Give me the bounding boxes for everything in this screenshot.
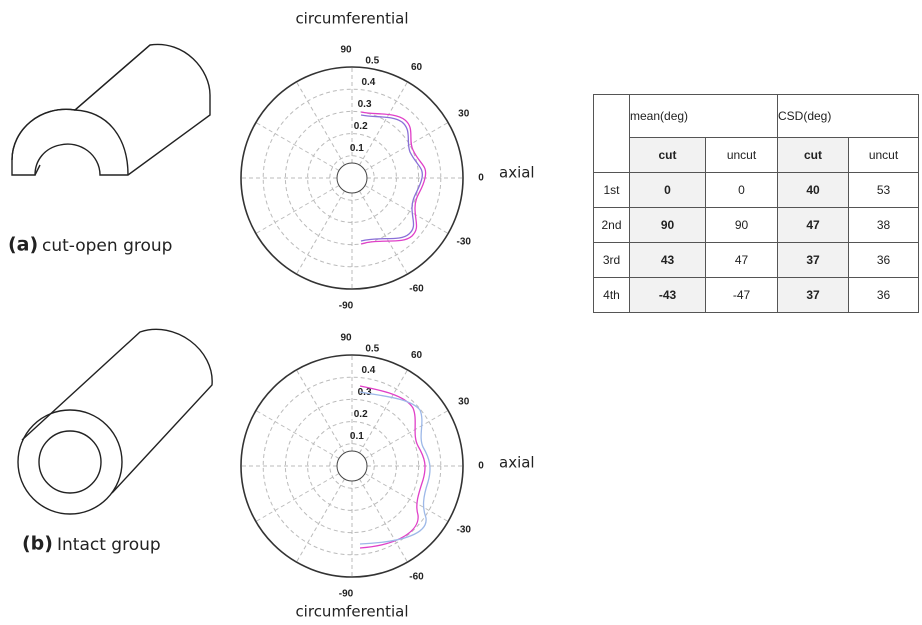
- angle-tick-label: -60: [409, 571, 424, 582]
- table-cell: 40: [777, 172, 849, 208]
- spoke: [364, 122, 449, 171]
- angle-tick-label: 90: [340, 45, 352, 56]
- spoke: [296, 190, 345, 275]
- axis-title: circumferential: [295, 603, 408, 621]
- corner-cell: [593, 94, 630, 173]
- table-row: 1st 0 0 40 53: [593, 172, 919, 208]
- table-cell: 43: [629, 242, 706, 278]
- table-body: 1st 0 0 40 53 2nd 90 90 47 38 3rd 43 47 37 36 4th -43 -47…: [593, 172, 919, 313]
- angle-tick-label: 60: [411, 62, 423, 73]
- table-cell: 36: [848, 277, 919, 313]
- radial-tick-label: 0.1: [350, 431, 364, 442]
- table-cell: 38: [848, 207, 919, 243]
- panel-label: (b): [22, 533, 53, 555]
- row-label: 3rd: [593, 242, 630, 278]
- panel-label: (a): [8, 234, 38, 256]
- table-cell: -43: [629, 277, 706, 313]
- group-header: CSD(deg): [777, 94, 919, 138]
- ring: [284, 110, 420, 246]
- table-cell: -47: [705, 277, 778, 313]
- table-row: 2nd 90 90 47 38: [593, 207, 919, 243]
- spoke: [359, 190, 408, 275]
- radial-tick-label: 0.3: [358, 99, 372, 110]
- subheader: uncut: [705, 137, 778, 173]
- center-ring: [336, 162, 368, 194]
- axis-title: axial: [499, 164, 535, 182]
- spoke: [364, 410, 449, 459]
- spoke: [255, 185, 340, 234]
- spoke: [296, 478, 345, 563]
- table-cell: 90: [629, 207, 706, 243]
- table-cell: 36: [848, 242, 919, 278]
- table-cell: 0: [629, 172, 706, 208]
- ring: [240, 354, 464, 578]
- ring: [307, 421, 397, 511]
- angle-tick-label: 60: [411, 350, 423, 361]
- table-cell: 0: [705, 172, 778, 208]
- row-label: 2nd: [593, 207, 630, 243]
- subheader: uncut: [848, 137, 919, 173]
- stats-table: mean(deg) CSD(deg) cut uncut cut uncut 1…: [593, 94, 919, 313]
- ring: [307, 133, 397, 223]
- angle-tick-label: 0: [478, 173, 484, 184]
- polar-grid: 0.1 0.2 0.3 0.4 0.5 90 60 30 0 -30 -60 -90: [240, 45, 484, 312]
- radial-tick-label: 0.4: [361, 77, 375, 88]
- angle-tick-label: 30: [458, 397, 470, 408]
- spoke: [364, 185, 449, 234]
- table-cell: 37: [777, 277, 849, 313]
- spoke: [255, 410, 340, 459]
- ring: [262, 376, 442, 556]
- ring: [329, 155, 375, 201]
- tube-drawing: [17, 328, 213, 515]
- angle-tick-label: -60: [409, 283, 424, 294]
- angle-tick-label: 30: [458, 109, 470, 120]
- table-row: 3rd 43 47 37 36: [593, 242, 919, 278]
- center-ring: [336, 450, 368, 482]
- spoke: [359, 81, 408, 166]
- table-cell: 90: [705, 207, 778, 243]
- radial-tick-label: 0.1: [350, 143, 364, 154]
- group-header: mean(deg): [629, 94, 778, 138]
- panel-caption: cut-open group: [42, 236, 172, 256]
- ring: [329, 443, 375, 489]
- table-cell: 47: [705, 242, 778, 278]
- table-row: 4th -43 -47 37 36: [593, 277, 919, 313]
- angle-tick-label: -30: [456, 237, 471, 248]
- axis-title: circumferential: [295, 10, 408, 28]
- table-cell: 47: [777, 207, 849, 243]
- radial-tick-label: 0.5: [365, 343, 379, 354]
- axis-title: axial: [499, 454, 535, 472]
- angle-tick-label: -90: [339, 589, 354, 600]
- subheader: cut: [777, 137, 849, 173]
- ring: [262, 88, 442, 268]
- spoke: [296, 369, 345, 454]
- angle-tick-label: 0: [478, 461, 484, 472]
- panel-caption: Intact group: [57, 535, 161, 555]
- spoke: [255, 122, 340, 171]
- ring: [240, 66, 464, 290]
- radial-tick-label: 0.2: [354, 121, 368, 132]
- radial-tick-label: 0.4: [361, 365, 375, 376]
- row-label: 4th: [593, 277, 630, 313]
- row-label: 1st: [593, 172, 630, 208]
- spoke: [359, 478, 408, 563]
- spoke: [296, 81, 345, 166]
- spoke: [359, 369, 408, 454]
- ring: [284, 398, 420, 534]
- angle-tick-label: -30: [456, 525, 471, 536]
- orientation-curves: [359, 111, 431, 549]
- table-cell: 37: [777, 242, 849, 278]
- spoke: [364, 473, 449, 522]
- radial-tick-label: 0.5: [365, 55, 379, 66]
- radial-tick-label: 0.2: [354, 409, 368, 420]
- angle-tick-label: -90: [339, 301, 354, 312]
- half-tube-drawing: [11, 43, 211, 176]
- spoke: [255, 473, 340, 522]
- angle-tick-label: 90: [340, 333, 352, 344]
- subheader: cut: [629, 137, 706, 173]
- table-cell: 53: [848, 172, 919, 208]
